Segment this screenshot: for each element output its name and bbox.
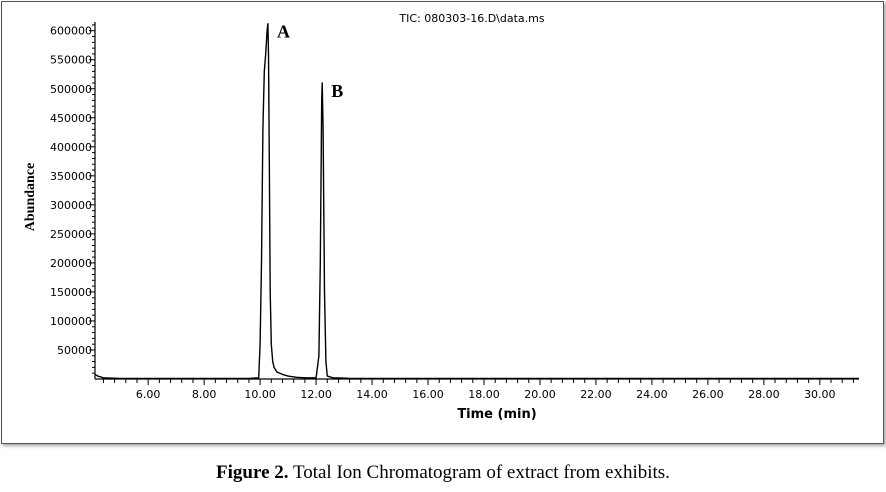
x-tick-label: 12.00 (300, 388, 332, 401)
x-tick-label: 28.00 (748, 388, 780, 401)
x-tick-label: 26.00 (692, 388, 724, 401)
y-tick-label: 500000 (50, 83, 92, 96)
y-tick-label: 200000 (50, 257, 92, 270)
peak-label-a: A (277, 22, 290, 42)
y-tick-label: 550000 (50, 54, 92, 67)
peak-annotations: AB (277, 22, 343, 101)
data-series (94, 23, 859, 380)
chromatogram-line (94, 23, 859, 380)
figure-caption: Figure 2. Total Ion Chromatogram of extr… (0, 462, 886, 484)
axes (94, 22, 859, 380)
caption-label: Figure 2. (216, 462, 289, 483)
chromatogram-chart: TIC: 080303-16.D\data.ms Abundance Time … (23, 12, 859, 422)
y-tick-label: 100000 (50, 315, 92, 328)
x-tick-label: 30.00 (804, 388, 836, 401)
y-tick-label: 150000 (50, 286, 92, 299)
x-tick-label: 20.00 (524, 388, 556, 401)
y-tick-label: 50000 (57, 344, 92, 357)
y-axis-title: Abundance (23, 163, 38, 231)
chart-title: TIC: 080303-16.D\data.ms (398, 12, 544, 25)
x-tick-label: 10.00 (244, 388, 276, 401)
x-tick-label: 18.00 (468, 388, 500, 401)
y-tick-label: 450000 (50, 112, 92, 125)
y-tick-label: 400000 (50, 141, 92, 154)
y-tick-label: 350000 (50, 170, 92, 183)
x-tick-label: 8.00 (192, 388, 217, 401)
chart-frame: TIC: 080303-16.D\data.ms Abundance Time … (1, 1, 884, 444)
caption-text: Total Ion Chromatogram of extract from e… (288, 462, 670, 483)
x-axis-title: Time (min) (457, 407, 536, 422)
y-tick-label: 600000 (50, 25, 92, 38)
peak-label-b: B (331, 81, 343, 101)
y-axis-ticks: 50000 100000 150000 200000 250000 300000 35000… (50, 24, 95, 374)
x-tick-label: 22.00 (580, 388, 612, 401)
x-tick-label: 24.00 (636, 388, 668, 401)
x-tick-label: 6.00 (136, 388, 161, 401)
y-tick-label: 250000 (50, 228, 92, 241)
x-axis-ticks: 6.00 8.00 10.00 12.00 14.00 16.00 18.00 20.00 22… (102, 379, 854, 401)
y-tick-label: 300000 (50, 199, 92, 212)
x-tick-label: 16.00 (412, 388, 444, 401)
x-tick-label: 14.00 (356, 388, 388, 401)
